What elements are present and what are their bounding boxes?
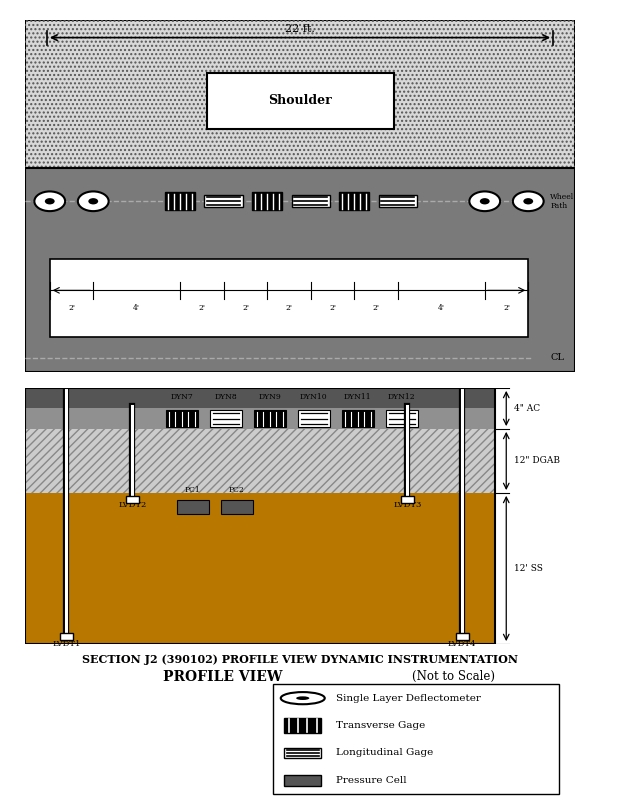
Bar bbox=[126, 496, 139, 502]
Text: 12" DGAB: 12" DGAB bbox=[514, 457, 561, 466]
Bar bbox=[25, 388, 495, 644]
Text: 12' SS: 12' SS bbox=[514, 564, 543, 573]
Text: 2': 2' bbox=[372, 305, 379, 313]
Bar bbox=[284, 748, 321, 758]
Bar bbox=[284, 718, 321, 733]
Text: 4" AC: 4" AC bbox=[514, 404, 541, 413]
Circle shape bbox=[480, 198, 489, 205]
Circle shape bbox=[34, 191, 65, 211]
Bar bbox=[386, 410, 418, 427]
Bar bbox=[221, 500, 253, 514]
Bar bbox=[25, 20, 575, 168]
Text: 2': 2' bbox=[286, 305, 292, 313]
Text: Wheel
Path: Wheel Path bbox=[550, 193, 574, 210]
Bar bbox=[25, 20, 575, 168]
Circle shape bbox=[78, 191, 109, 211]
Bar bbox=[291, 195, 330, 207]
Circle shape bbox=[45, 198, 54, 205]
Bar bbox=[342, 410, 374, 427]
Circle shape bbox=[296, 696, 309, 700]
Bar bbox=[25, 429, 495, 493]
Text: 2': 2' bbox=[329, 305, 336, 313]
Text: Pressure Cell: Pressure Cell bbox=[336, 776, 406, 785]
Text: DYN9: DYN9 bbox=[258, 394, 281, 402]
Circle shape bbox=[513, 191, 544, 211]
Text: PROFILE VIEW: PROFILE VIEW bbox=[163, 670, 282, 683]
Text: DYN12: DYN12 bbox=[388, 394, 416, 402]
Bar bbox=[254, 410, 286, 427]
Text: Longitudinal Gage: Longitudinal Gage bbox=[336, 748, 433, 758]
Bar bbox=[210, 410, 242, 427]
Text: Single Layer Deflectometer: Single Layer Deflectometer bbox=[336, 694, 481, 702]
Bar bbox=[456, 634, 469, 640]
Text: 2': 2' bbox=[503, 305, 510, 313]
Bar bbox=[25, 429, 495, 493]
Text: PC2: PC2 bbox=[229, 486, 244, 494]
FancyBboxPatch shape bbox=[206, 73, 394, 129]
Bar bbox=[379, 195, 417, 207]
Text: DYN11: DYN11 bbox=[344, 394, 371, 402]
Bar bbox=[25, 388, 495, 409]
Text: Transverse Gage: Transverse Gage bbox=[336, 721, 425, 730]
Text: (Not to Scale): (Not to Scale) bbox=[412, 670, 496, 682]
Text: 4': 4' bbox=[438, 305, 445, 313]
Bar bbox=[59, 634, 73, 640]
Text: LVDT2: LVDT2 bbox=[118, 501, 146, 509]
Bar bbox=[177, 500, 209, 514]
Text: 2': 2' bbox=[242, 305, 249, 313]
Text: PC1: PC1 bbox=[185, 486, 201, 494]
Bar bbox=[252, 193, 282, 210]
Bar bbox=[272, 685, 559, 794]
Text: DYN8: DYN8 bbox=[214, 394, 237, 402]
Text: LVDT4: LVDT4 bbox=[448, 640, 476, 648]
Text: SECTION J2 (390102) PROFILE VIEW DYNAMIC INSTRUMENTATION: SECTION J2 (390102) PROFILE VIEW DYNAMIC… bbox=[82, 654, 518, 665]
Text: 2': 2' bbox=[68, 305, 75, 313]
Text: 4': 4' bbox=[133, 305, 140, 313]
Circle shape bbox=[281, 692, 325, 704]
Bar bbox=[166, 410, 198, 427]
Bar bbox=[298, 410, 330, 427]
Bar bbox=[204, 195, 243, 207]
Bar bbox=[25, 409, 495, 429]
Circle shape bbox=[523, 198, 533, 205]
Text: Shoulder: Shoulder bbox=[268, 94, 332, 107]
Text: LVDT3: LVDT3 bbox=[393, 501, 421, 509]
Circle shape bbox=[469, 191, 500, 211]
Text: 22 ft.: 22 ft. bbox=[285, 24, 315, 34]
Text: DYN7: DYN7 bbox=[171, 394, 193, 402]
Circle shape bbox=[88, 198, 98, 205]
Text: CL: CL bbox=[550, 354, 564, 362]
Text: DYN10: DYN10 bbox=[300, 394, 328, 402]
Bar bbox=[25, 168, 575, 372]
Bar bbox=[25, 493, 495, 644]
Text: 2': 2' bbox=[199, 305, 206, 313]
Text: LVDT1: LVDT1 bbox=[52, 640, 81, 648]
Text: PLAN VIEW: PLAN VIEW bbox=[254, 390, 346, 403]
Bar bbox=[339, 193, 369, 210]
Bar bbox=[401, 496, 414, 502]
Bar bbox=[50, 259, 528, 337]
Bar bbox=[165, 193, 196, 210]
Bar bbox=[284, 774, 321, 786]
